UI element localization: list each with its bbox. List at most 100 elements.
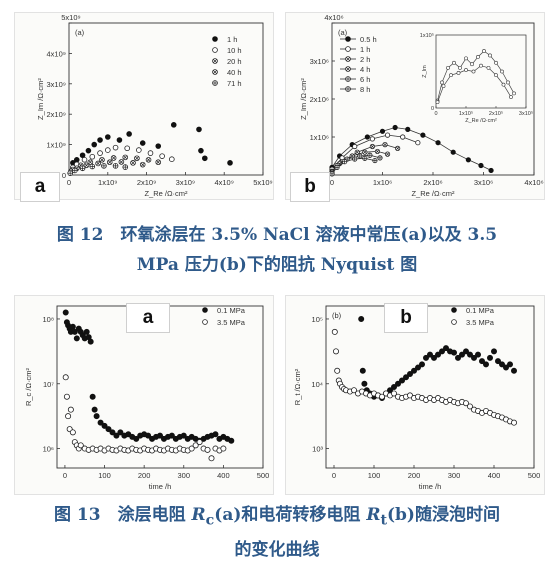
data-point: [133, 435, 140, 442]
data-point: [97, 137, 103, 143]
inset-data-point: [456, 71, 461, 75]
legend-marker: [212, 47, 218, 53]
data-point: [510, 419, 517, 426]
data-point: [466, 403, 473, 410]
data-point: [358, 315, 365, 322]
inset-data-point: [479, 63, 483, 68]
fig12b-chart: 0 1x10⁶ 2x10⁶ 3x10⁶ 4x10⁶ 0 1x10⁶ 2x10⁶ 3x10⁶ 4x1…: [299, 13, 544, 198]
data-point: [69, 323, 76, 330]
data-point: [109, 429, 116, 436]
legend-label: 0.1 MPa: [217, 306, 246, 315]
data-point: [395, 145, 401, 151]
series-4: [67, 163, 129, 176]
y-tick-label: 10⁷: [43, 380, 54, 389]
data-point: [155, 159, 162, 166]
data-point: [101, 422, 108, 429]
data-point: [145, 157, 152, 163]
inset-data-point: [512, 91, 516, 96]
data-point: [494, 358, 501, 365]
y-tick-label: 4x10⁹: [47, 49, 66, 58]
legend-label: 2 h: [360, 55, 370, 64]
data-point: [399, 377, 406, 384]
data-point: [118, 159, 125, 165]
y-tick-label: 1x10⁹: [47, 141, 66, 150]
data-point: [438, 348, 445, 355]
inset-data-point: [494, 73, 498, 78]
fig12b-panel: 0 1x10⁶ 2x10⁶ 3x10⁶ 4x10⁶ 0 1x10⁶ 2x10⁶ 3x10⁶ 4x1…: [285, 12, 545, 200]
data-point: [466, 351, 473, 358]
y-tick-label: 10⁶: [43, 445, 54, 454]
data-point: [116, 137, 123, 143]
fig12-caption: 图 12 环氧涂层在 3.5% NaCl 溶液中常压(a)以及 3.5 MPa …: [0, 220, 554, 280]
data-point: [474, 351, 481, 358]
plot-frame: [325, 305, 535, 469]
x-tick-label: 1x10⁹: [98, 178, 117, 187]
data-point: [411, 367, 418, 374]
data-point: [418, 361, 425, 368]
fig12a-panel: 0 1x10⁹ 2x10⁹ 3x10⁹ 4x10⁹ 5x10⁹ 0 1x10⁹ 2x10⁹ 3x1…: [14, 12, 274, 200]
legend-marker: [345, 86, 351, 92]
data-point: [430, 354, 437, 361]
fig12-caption-line2: MPa 压力(b)下的阻抗 Nyquist 图: [136, 255, 418, 275]
data-point: [470, 354, 477, 361]
data-point: [62, 374, 69, 381]
data-point: [442, 345, 449, 352]
series-line: [331, 127, 492, 171]
legend-label: 3.5 MPa: [217, 318, 246, 327]
legend-label: 8 h: [360, 85, 370, 94]
legend-marker: [345, 66, 351, 72]
inset-data-point: [452, 60, 456, 65]
x-tick-label: 0: [330, 178, 334, 187]
data-point: [422, 354, 429, 361]
data-point: [122, 164, 129, 170]
legend-label: 10 h: [227, 46, 242, 55]
data-point: [83, 162, 90, 169]
data-point: [435, 140, 441, 146]
data-point: [77, 442, 84, 449]
data-point: [498, 361, 505, 368]
data-point: [372, 157, 378, 164]
series-0: [358, 315, 517, 402]
data-point: [145, 432, 152, 439]
data-point: [136, 147, 142, 153]
data-point: [478, 358, 485, 365]
fig12-caption-line1: 图 12 环氧涂层在 3.5% NaCl 溶液中常压(a)以及 3.5: [56, 225, 498, 245]
legend-marker: [212, 58, 218, 64]
data-point: [155, 143, 162, 149]
inset-data-point: [449, 73, 453, 78]
data-point: [369, 136, 376, 142]
legend-marker: [212, 69, 218, 75]
inset-y-axis-label: Z_Im: [422, 65, 428, 78]
data-point: [227, 160, 233, 166]
data-point: [212, 431, 219, 438]
x-tick-label: 300: [178, 471, 191, 480]
data-point: [367, 152, 373, 158]
data-point: [83, 328, 90, 335]
inset-data-point: [486, 65, 491, 70]
x-axis-label: Z_Re /Ω·cm²: [411, 189, 455, 198]
fig12b-tag: b: [290, 172, 330, 202]
inset-y-tick-label: 1x10⁵: [420, 32, 434, 39]
data-point: [89, 393, 96, 400]
data-point: [220, 445, 227, 452]
data-point: [112, 144, 119, 151]
x-tick-label: 200: [408, 471, 421, 480]
data-point: [134, 155, 140, 162]
data-point: [139, 140, 146, 146]
data-point: [357, 153, 363, 159]
data-point: [329, 171, 335, 177]
data-point: [379, 393, 386, 400]
data-point: [71, 328, 78, 335]
data-point: [333, 348, 340, 355]
data-point: [65, 413, 72, 420]
inset-data-point: [506, 80, 510, 85]
data-point: [405, 126, 411, 133]
series-1: [62, 374, 227, 462]
data-point: [81, 157, 88, 163]
data-point: [478, 162, 484, 169]
inset-data-point: [476, 55, 480, 59]
data-point: [101, 163, 107, 169]
data-point: [391, 384, 398, 391]
x-tick-label: 400: [488, 471, 501, 480]
data-point: [79, 152, 86, 159]
